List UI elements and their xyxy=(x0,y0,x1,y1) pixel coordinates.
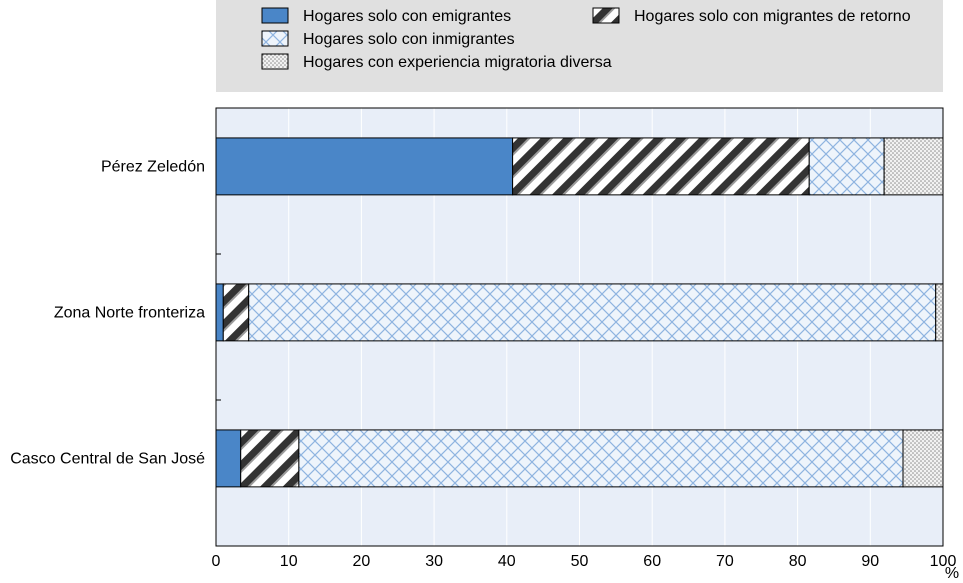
bar-segment-perez-zeledon-hogares-con-experiencia-migratoria-diversa xyxy=(883,137,944,196)
bar-segment-casco-central-de-san-jose-hogares-con-experiencia-migratoria-diversa xyxy=(902,429,944,488)
bars xyxy=(215,137,944,488)
x-tick-label: 100 xyxy=(930,553,957,570)
x-tick-label: 90 xyxy=(861,553,879,570)
x-tick-label: 30 xyxy=(425,553,443,570)
x-tick-label: 80 xyxy=(789,553,807,570)
x-axis-ticks: 0 10 20 30 40 50 60 70 80 90 100 xyxy=(212,553,957,570)
legend-swatch-hogares-solo-con-inmigrantes xyxy=(261,30,289,47)
x-tick-label: 70 xyxy=(716,553,734,570)
bar-segment-perez-zeledon-hogares-solo-con-inmigrantes xyxy=(808,137,885,196)
x-tick-label: 10 xyxy=(280,553,298,570)
x-tick-label: 40 xyxy=(498,553,516,570)
x-tick-label: 0 xyxy=(212,553,221,570)
legend-label-hogares-solo-con-emigrantes: Hogares solo con emigrantes xyxy=(303,8,511,25)
x-axis-unit: % xyxy=(945,565,959,582)
bar-segment-perez-zeledon-hogares-solo-con-migrantes-de-retorno xyxy=(512,137,810,196)
bar-segment-zona-norte-fronteriza-hogares-solo-con-migrantes-de-retorno xyxy=(222,283,250,342)
legend: Hogares solo con emigrantes Hogares solo … xyxy=(261,7,911,71)
plot-frame xyxy=(215,107,944,547)
legend-label-hogares-con-experiencia-migratoria-diversa: Hogares con experiencia migratoria diver… xyxy=(303,54,612,71)
category-labels: Pérez Zeledón Zona Norte fronteriza Casco … xyxy=(10,158,221,467)
bar-segment-casco-central-de-san-jose-hogares-solo-con-migrantes-de-retorno xyxy=(240,429,300,488)
bar-segment-zona-norte-fronteriza-hogares-con-experiencia-migratoria-diversa xyxy=(935,283,944,342)
x-tick-label: 20 xyxy=(353,553,371,570)
bar-segment-zona-norte-fronteriza-hogares-solo-con-inmigrantes xyxy=(248,283,937,342)
category-label-zona-norte-fronteriza: Zona Norte fronteriza xyxy=(54,304,205,321)
legend-swatch-hogares-solo-con-emigrantes xyxy=(261,7,289,24)
legend-label-hogares-solo-con-migrantes-de-retorno: Hogares solo con migrantes de retorno xyxy=(634,8,911,25)
bar-segment-zona-norte-fronteriza-hogares-solo-con-emigrantes xyxy=(215,283,224,342)
x-tick-label: 50 xyxy=(571,553,589,570)
bar-segment-perez-zeledon-hogares-solo-con-emigrantes xyxy=(215,137,514,196)
legend-background xyxy=(216,0,943,92)
category-label-perez-zeledon: Pérez Zeledón xyxy=(101,158,205,175)
x-tick-label: 60 xyxy=(643,553,661,570)
legend-swatch-hogares-solo-con-migrantes-de-retorno xyxy=(592,7,620,24)
legend-label-hogares-solo-con-inmigrantes: Hogares solo con inmigrantes xyxy=(303,31,515,48)
bar-segment-casco-central-de-san-jose-hogares-solo-con-inmigrantes xyxy=(298,429,904,488)
bar-segment-casco-central-de-san-jose-hogares-solo-con-emigrantes xyxy=(215,429,242,488)
category-label-casco-central-de-san-jose: Casco Central de San José xyxy=(10,450,205,467)
legend-swatch-hogares-con-experiencia-migratoria-diversa xyxy=(261,53,289,70)
